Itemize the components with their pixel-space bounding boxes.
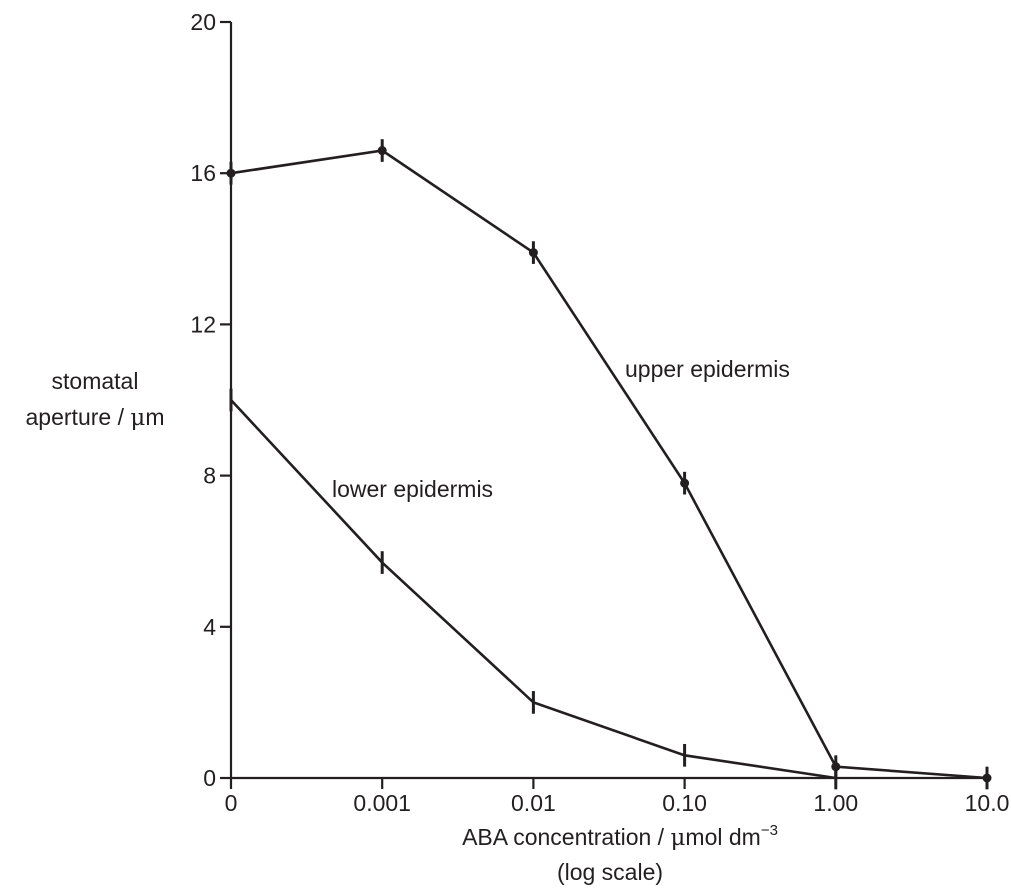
y-tick-label: 12 [190,311,216,337]
y-ticks: 0 4 8 12 16 20 [190,9,231,791]
y-axis-label-line1: stomatal [52,368,139,394]
x-tick-label: 10.0 [965,790,1010,816]
series-label-lower: lower epidermis [332,476,493,502]
series-upper [226,139,992,790]
data-point [982,773,992,783]
y-tick-label: 4 [203,614,216,640]
x-tick-label: 0.001 [353,790,411,816]
y-tick-label: 16 [190,160,216,186]
y-tick-label: 8 [203,463,216,489]
x-tick-label: 0 [225,790,238,816]
series-lower [229,388,838,790]
series-line [230,149,988,780]
x-tick-label: 0.01 [511,790,556,816]
x-axis: 0 0.001 0.01 0.10 1.00 10.0 [225,776,1010,816]
y-axis-label-line2: aperture / μm [26,404,165,431]
x-tick-label: 1.00 [813,790,858,816]
data-point [528,248,538,258]
x-axis-label-line1: ABA concentration / μmol dm−3 [462,822,778,851]
series-line [230,399,836,780]
y-tick-label: 20 [190,9,216,35]
data-point [377,146,387,156]
x-axis-label-line2: (log scale) [557,859,663,885]
x-tick-label: 0.10 [662,790,707,816]
series-label-upper: upper epidermis [625,356,790,382]
y-axis: 0 4 8 12 16 20 [190,9,233,791]
x-ticks: 0 0.001 0.01 0.10 1.00 10.0 [225,778,1010,816]
series-layer [226,139,992,790]
y-tick-label: 0 [203,765,216,791]
data-point [226,168,236,178]
data-point [680,478,690,488]
